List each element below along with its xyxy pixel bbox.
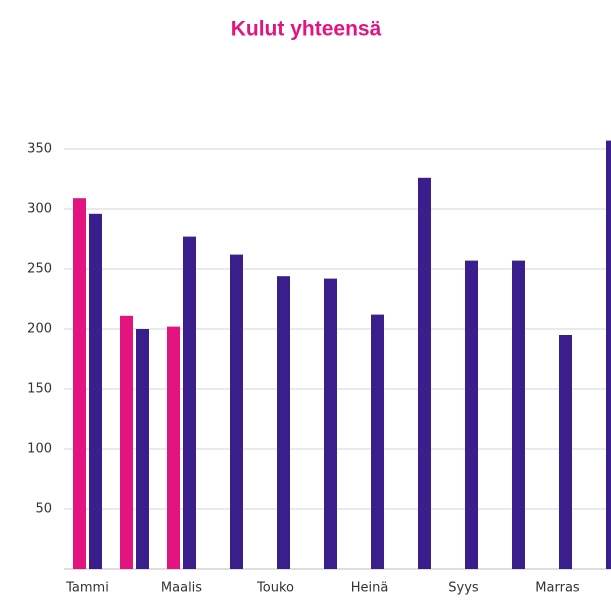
bar [371,314,384,569]
y-tick-label: 300 [27,202,52,217]
bar [120,315,133,569]
bar [465,260,478,569]
bar [606,140,611,569]
x-tick-label: Touko [256,581,294,596]
grid [64,148,611,570]
bar [324,278,337,569]
y-tick-label: 150 [27,382,52,397]
bar [277,276,290,569]
y-tick-label: 100 [27,442,52,457]
x-tick-label: Tammi [65,581,109,596]
bar [183,236,196,569]
y-tick-label: 200 [27,322,52,337]
x-tick-label: Heinä [351,581,389,596]
bar [230,254,243,569]
x-tick-label: Marras [535,581,580,596]
bar [559,335,572,569]
y-tick-label: 350 [27,142,52,157]
bar [418,177,431,570]
bar [89,213,102,570]
bar [167,326,180,569]
bars [73,140,611,570]
y-tick-label: 50 [35,502,52,517]
bar [136,329,149,569]
y-tick-label: 250 [27,262,52,277]
bar [512,260,525,569]
bar [73,198,86,569]
x-tick-label: Maalis [161,581,202,596]
chart-title: Kulut yhteensä [231,18,382,41]
x-tick-label: Syys [448,581,479,596]
